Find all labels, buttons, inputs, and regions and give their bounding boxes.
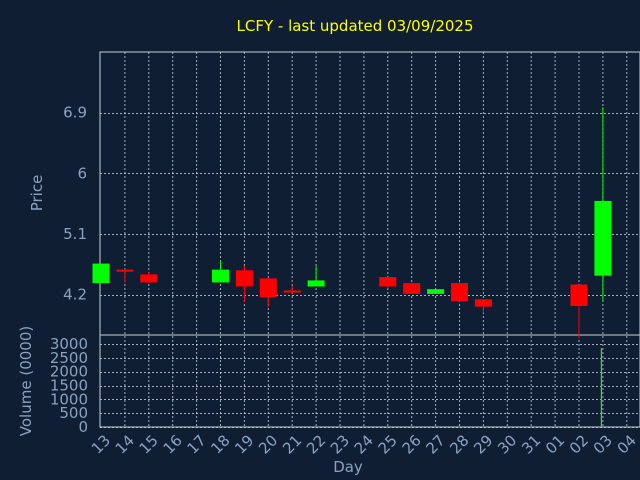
x-tick-label: 15 <box>136 431 162 457</box>
x-tick-label: 26 <box>399 431 425 457</box>
x-tick-label: 30 <box>494 431 520 457</box>
volume-tick-label: 3000 <box>50 335 88 353</box>
x-tick-label: 18 <box>207 431 233 457</box>
x-tick-label: 01 <box>542 431 568 457</box>
price-axis: 4.2 5.1 6 6.9 <box>63 104 87 304</box>
x-axis: 1314151617181920212223242526272829303101… <box>88 431 640 457</box>
candle <box>283 285 301 294</box>
candle-body <box>594 200 612 276</box>
x-tick-label: 21 <box>279 431 305 457</box>
x-axis-label: Day <box>333 458 363 476</box>
candle-body <box>212 269 229 283</box>
volume-panel-frame <box>99 334 640 428</box>
x-tick-label: 04 <box>614 431 640 457</box>
candle <box>307 266 325 287</box>
candle <box>594 107 612 302</box>
candle-body <box>403 283 421 294</box>
x-tick-label: 03 <box>590 431 616 457</box>
x-tick-label: 25 <box>375 431 401 457</box>
chart-title: LCFY - last updated 03/09/2025 <box>237 17 474 35</box>
price-tick-label: 4.2 <box>63 286 87 304</box>
price-panel-frame <box>99 51 640 336</box>
volume-tick-label: 500 <box>59 404 88 422</box>
candle <box>92 263 110 284</box>
x-tick-label: 13 <box>88 431 114 457</box>
candle-body <box>307 280 325 287</box>
price-tick-label: 6.9 <box>63 104 87 122</box>
candle <box>140 271 158 284</box>
candle <box>403 282 421 294</box>
candle-body <box>283 290 301 293</box>
candle-body <box>570 284 588 307</box>
volume-axis-label: Volume (0000) <box>17 326 35 436</box>
x-tick-label: 16 <box>160 431 186 457</box>
candle-body <box>235 270 253 287</box>
volume-tick-label: 1500 <box>50 377 88 395</box>
x-tick-label: 31 <box>518 431 544 457</box>
x-tick-label: 14 <box>112 431 138 457</box>
grid <box>100 52 640 428</box>
candle-body <box>451 283 468 302</box>
candle <box>451 281 468 302</box>
candle <box>116 268 134 283</box>
candle <box>259 278 277 307</box>
x-tick-label: 24 <box>351 431 377 457</box>
x-tick-label: 23 <box>327 431 353 457</box>
y-axis-label: Price <box>28 175 46 212</box>
candle-body <box>259 278 277 298</box>
x-tick-label: 19 <box>231 431 257 457</box>
x-tick-label: 02 <box>566 431 592 457</box>
price-tick-label: 5.1 <box>63 225 87 243</box>
volume-tick-label: 0 <box>78 418 88 436</box>
x-tick-label: 29 <box>470 431 496 457</box>
candle <box>235 265 253 302</box>
x-tick-label: 20 <box>255 431 281 457</box>
candle-body <box>92 263 110 284</box>
candle <box>474 299 492 313</box>
volume-tick-label: 1000 <box>50 390 88 408</box>
volume-tick-label: 2000 <box>50 363 88 381</box>
x-tick-label: 17 <box>183 431 209 457</box>
candle <box>379 277 397 289</box>
candle <box>427 289 445 294</box>
candle <box>212 260 229 283</box>
price-tick-label: 6 <box>77 164 87 182</box>
candle-body <box>116 269 134 272</box>
candle-body <box>474 299 492 307</box>
x-tick-label: 22 <box>303 431 329 457</box>
x-tick-label: 27 <box>422 431 448 457</box>
candle-body <box>140 274 158 283</box>
candle <box>570 284 588 339</box>
volume-tick-label: 2500 <box>50 349 88 367</box>
candle-body <box>427 289 445 294</box>
candle-body <box>379 277 397 287</box>
candles <box>92 107 612 339</box>
x-tick-label: 28 <box>446 431 472 457</box>
